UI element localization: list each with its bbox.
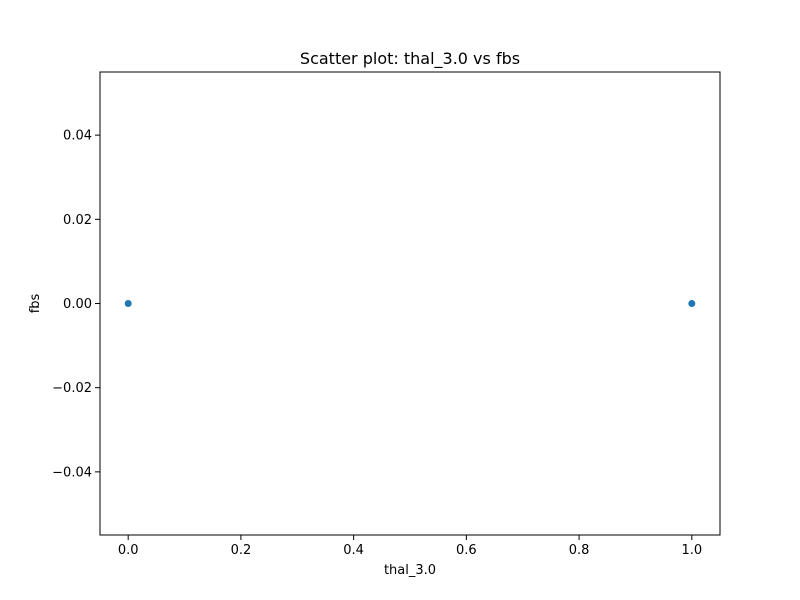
x-tick-label: 1.0 bbox=[681, 543, 702, 558]
y-tick-label: −0.04 bbox=[52, 465, 92, 480]
x-axis: 0.0 0.2 0.4 0.6 0.8 1.0 bbox=[118, 535, 702, 558]
scatter-points bbox=[124, 300, 696, 307]
x-tick-label: 0.2 bbox=[231, 543, 252, 558]
y-tick-label: 0.00 bbox=[63, 297, 92, 312]
x-tick-label: 0.0 bbox=[118, 543, 139, 558]
y-tick-label: 0.02 bbox=[63, 213, 92, 228]
x-tick-label: 0.6 bbox=[456, 543, 477, 558]
y-tick-label: 0.04 bbox=[63, 129, 92, 144]
y-tick-label: −0.02 bbox=[52, 381, 92, 396]
y-axis-label: fbs bbox=[28, 293, 43, 313]
plot-frame bbox=[99, 71, 721, 536]
x-tick-label: 0.8 bbox=[569, 543, 590, 558]
y-axis: −0.04 −0.02 0.00 0.02 0.04 bbox=[52, 129, 100, 480]
scatter-point bbox=[124, 300, 132, 307]
x-axis-label: thal_3.0 bbox=[384, 563, 436, 578]
chart-title: Scatter plot: thal_3.0 vs fbs bbox=[300, 49, 520, 69]
scatter-point bbox=[688, 300, 696, 307]
x-tick-label: 0.4 bbox=[343, 543, 364, 558]
